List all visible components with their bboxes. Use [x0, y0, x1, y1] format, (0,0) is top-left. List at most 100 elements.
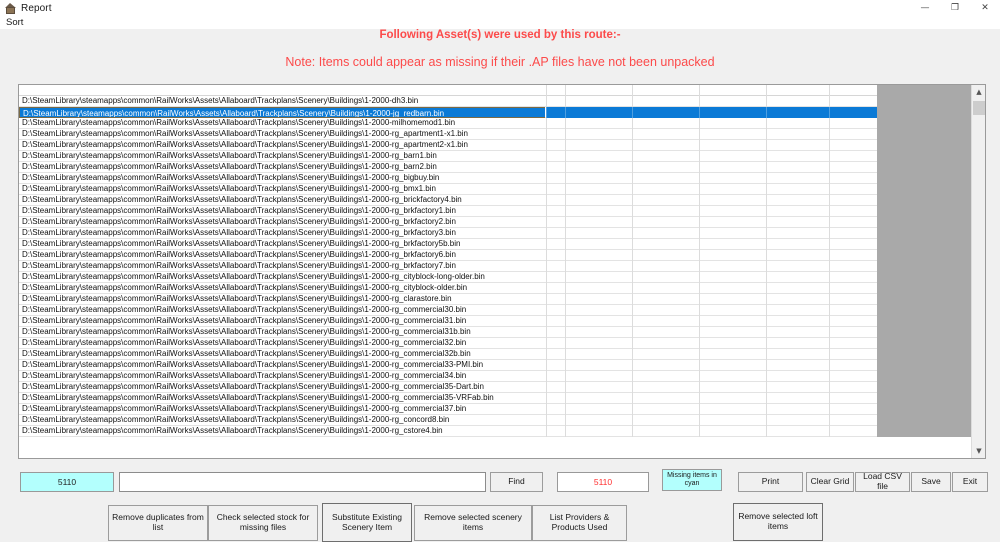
- remove-scenery-items-button[interactable]: Remove selected scenery items: [414, 505, 532, 541]
- list-providers-button[interactable]: List Providers & Products Used: [532, 505, 627, 541]
- asset-path-cell[interactable]: D:\SteamLibrary\steamapps\common\RailWor…: [22, 217, 456, 226]
- asset-path-cell[interactable]: D:\SteamLibrary\steamapps\common\RailWor…: [22, 360, 484, 369]
- exit-button[interactable]: Exit: [952, 472, 988, 492]
- grid-dead-area: [877, 184, 972, 195]
- remove-duplicates-button[interactable]: Remove duplicates from list: [108, 505, 208, 541]
- asset-path-cell[interactable]: D:\SteamLibrary\steamapps\common\RailWor…: [22, 316, 467, 325]
- print-button[interactable]: Print: [738, 472, 803, 492]
- asset-path-cell[interactable]: D:\SteamLibrary\steamapps\common\RailWor…: [22, 184, 436, 193]
- grid-scrollport[interactable]: D:\SteamLibrary\steamapps\common\RailWor…: [19, 85, 972, 458]
- save-button[interactable]: Save: [911, 472, 951, 492]
- asset-path-cell[interactable]: D:\SteamLibrary\steamapps\common\RailWor…: [22, 228, 456, 237]
- column-divider: [766, 327, 767, 338]
- table-row[interactable]: D:\SteamLibrary\steamapps\common\RailWor…: [19, 217, 972, 228]
- asset-path-cell[interactable]: D:\SteamLibrary\steamapps\common\RailWor…: [22, 250, 456, 259]
- table-row[interactable]: D:\SteamLibrary\steamapps\common\RailWor…: [19, 393, 972, 404]
- cyan-count-field[interactable]: 5110: [20, 472, 114, 492]
- table-row[interactable]: D:\SteamLibrary\steamapps\common\RailWor…: [19, 184, 972, 195]
- asset-path-cell[interactable]: D:\SteamLibrary\steamapps\common\RailWor…: [22, 151, 437, 160]
- asset-path-cell[interactable]: D:\SteamLibrary\steamapps\common\RailWor…: [22, 294, 452, 303]
- table-row[interactable]: D:\SteamLibrary\steamapps\common\RailWor…: [19, 107, 972, 118]
- asset-path-cell[interactable]: D:\SteamLibrary\steamapps\common\RailWor…: [22, 404, 467, 413]
- asset-path-cell[interactable]: D:\SteamLibrary\steamapps\common\RailWor…: [22, 239, 461, 248]
- scrollbar-thumb[interactable]: [973, 101, 985, 115]
- asset-grid[interactable]: D:\SteamLibrary\steamapps\common\RailWor…: [18, 84, 986, 459]
- load-csv-button[interactable]: Load CSV file: [855, 471, 910, 492]
- asset-path-cell[interactable]: D:\SteamLibrary\steamapps\common\RailWor…: [22, 305, 467, 314]
- table-row[interactable]: D:\SteamLibrary\steamapps\common\RailWor…: [19, 349, 972, 360]
- column-divider: [565, 206, 566, 217]
- asset-path-cell[interactable]: D:\SteamLibrary\steamapps\common\RailWor…: [22, 327, 471, 336]
- table-row[interactable]: D:\SteamLibrary\steamapps\common\RailWor…: [19, 195, 972, 206]
- table-row[interactable]: D:\SteamLibrary\steamapps\common\RailWor…: [19, 371, 972, 382]
- asset-path-cell[interactable]: D:\SteamLibrary\steamapps\common\RailWor…: [22, 129, 468, 138]
- column-divider: [766, 85, 767, 96]
- asset-path-cell[interactable]: D:\SteamLibrary\steamapps\common\RailWor…: [22, 382, 484, 391]
- clear-grid-button[interactable]: Clear Grid: [806, 472, 854, 492]
- scroll-down-icon[interactable]: ▼: [976, 447, 982, 455]
- table-row[interactable]: D:\SteamLibrary\steamapps\common\RailWor…: [19, 96, 972, 107]
- table-row[interactable]: D:\SteamLibrary\steamapps\common\RailWor…: [19, 239, 972, 250]
- table-row[interactable]: D:\SteamLibrary\steamapps\common\RailWor…: [19, 415, 972, 426]
- table-row[interactable]: D:\SteamLibrary\steamapps\common\RailWor…: [19, 151, 972, 162]
- asset-path-cell[interactable]: D:\SteamLibrary\steamapps\common\RailWor…: [22, 283, 468, 292]
- table-row[interactable]: D:\SteamLibrary\steamapps\common\RailWor…: [19, 129, 972, 140]
- asset-path-cell[interactable]: D:\SteamLibrary\steamapps\common\RailWor…: [22, 162, 437, 171]
- column-divider: [632, 349, 633, 360]
- asset-path-cell[interactable]: D:\SteamLibrary\steamapps\common\RailWor…: [22, 426, 443, 435]
- asset-path-cell[interactable]: D:\SteamLibrary\steamapps\common\RailWor…: [22, 140, 468, 149]
- close-icon[interactable]: ✕: [981, 3, 989, 13]
- table-row[interactable]: D:\SteamLibrary\steamapps\common\RailWor…: [19, 283, 972, 294]
- remove-loft-items-button[interactable]: Remove selected loft items: [733, 503, 823, 541]
- substitute-scenery-button[interactable]: Substitute Existing Scenery Item: [322, 503, 412, 542]
- table-row[interactable]: D:\SteamLibrary\steamapps\common\RailWor…: [19, 327, 972, 338]
- grid-vertical-scrollbar[interactable]: ▲ ▼: [971, 85, 985, 458]
- column-divider: [699, 228, 700, 239]
- check-stock-button[interactable]: Check selected stock for missing files: [208, 505, 318, 541]
- asset-path-cell[interactable]: D:\SteamLibrary\steamapps\common\RailWor…: [22, 349, 471, 358]
- asset-path-cell[interactable]: D:\SteamLibrary\steamapps\common\RailWor…: [19, 107, 545, 118]
- asset-path-cell[interactable]: D:\SteamLibrary\steamapps\common\RailWor…: [22, 261, 456, 270]
- title-bar[interactable]: Report — ❐ ✕: [0, 0, 1000, 16]
- column-divider: [766, 283, 767, 294]
- table-row[interactable]: D:\SteamLibrary\steamapps\common\RailWor…: [19, 360, 972, 371]
- asset-path-cell[interactable]: D:\SteamLibrary\steamapps\common\RailWor…: [22, 96, 419, 105]
- asset-path-cell[interactable]: D:\SteamLibrary\steamapps\common\RailWor…: [22, 118, 456, 127]
- find-button[interactable]: Find: [490, 472, 543, 492]
- asset-path-cell[interactable]: D:\SteamLibrary\steamapps\common\RailWor…: [22, 415, 450, 424]
- asset-path-cell[interactable]: D:\SteamLibrary\steamapps\common\RailWor…: [22, 173, 440, 182]
- table-row[interactable]: D:\SteamLibrary\steamapps\common\RailWor…: [19, 294, 972, 305]
- table-row[interactable]: D:\SteamLibrary\steamapps\common\RailWor…: [19, 228, 972, 239]
- table-row[interactable]: D:\SteamLibrary\steamapps\common\RailWor…: [19, 404, 972, 415]
- asset-path-cell[interactable]: D:\SteamLibrary\steamapps\common\RailWor…: [22, 272, 485, 281]
- column-divider: [766, 316, 767, 327]
- table-row[interactable]: D:\SteamLibrary\steamapps\common\RailWor…: [19, 316, 972, 327]
- table-row[interactable]: D:\SteamLibrary\steamapps\common\RailWor…: [19, 173, 972, 184]
- asset-path-cell[interactable]: D:\SteamLibrary\steamapps\common\RailWor…: [22, 195, 462, 204]
- table-row[interactable]: D:\SteamLibrary\steamapps\common\RailWor…: [19, 118, 972, 129]
- asset-path-cell[interactable]: D:\SteamLibrary\steamapps\common\RailWor…: [22, 393, 494, 402]
- asset-path-cell[interactable]: D:\SteamLibrary\steamapps\common\RailWor…: [22, 206, 456, 215]
- table-row[interactable]: D:\SteamLibrary\steamapps\common\RailWor…: [19, 305, 972, 316]
- scroll-up-icon[interactable]: ▲: [976, 88, 982, 96]
- table-row[interactable]: D:\SteamLibrary\steamapps\common\RailWor…: [19, 250, 972, 261]
- table-row[interactable]: D:\SteamLibrary\steamapps\common\RailWor…: [19, 272, 972, 283]
- column-divider: [632, 250, 633, 261]
- table-row[interactable]: D:\SteamLibrary\steamapps\common\RailWor…: [19, 162, 972, 173]
- grid-dead-area: [877, 250, 972, 261]
- search-input[interactable]: [119, 472, 486, 492]
- maximize-icon[interactable]: ❐: [950, 3, 960, 13]
- column-divider: [546, 393, 547, 404]
- table-row[interactable]: D:\SteamLibrary\steamapps\common\RailWor…: [19, 261, 972, 272]
- asset-path-cell[interactable]: D:\SteamLibrary\steamapps\common\RailWor…: [22, 371, 467, 380]
- table-row[interactable]: D:\SteamLibrary\steamapps\common\RailWor…: [19, 426, 972, 437]
- table-row[interactable]: D:\SteamLibrary\steamapps\common\RailWor…: [19, 206, 972, 217]
- minimize-icon[interactable]: —: [920, 3, 930, 13]
- red-count-field[interactable]: 5110: [557, 472, 649, 492]
- table-row[interactable]: D:\SteamLibrary\steamapps\common\RailWor…: [19, 382, 972, 393]
- table-row[interactable]: D:\SteamLibrary\steamapps\common\RailWor…: [19, 140, 972, 151]
- asset-path-cell[interactable]: D:\SteamLibrary\steamapps\common\RailWor…: [22, 338, 467, 347]
- table-row[interactable]: D:\SteamLibrary\steamapps\common\RailWor…: [19, 338, 972, 349]
- column-divider: [632, 239, 633, 250]
- menu-sort[interactable]: Sort: [6, 17, 24, 28]
